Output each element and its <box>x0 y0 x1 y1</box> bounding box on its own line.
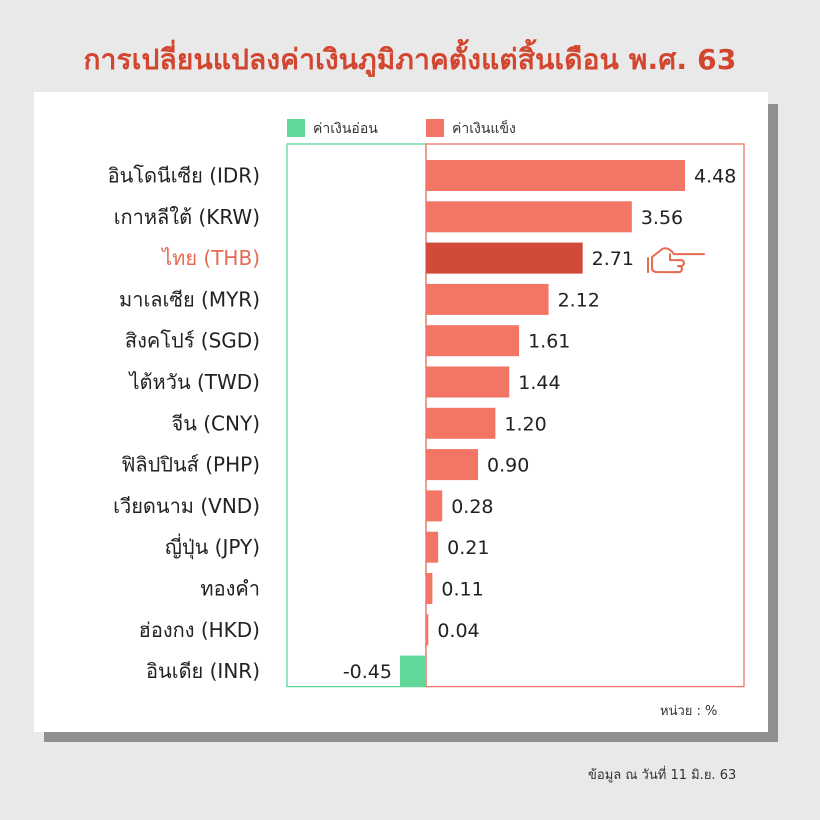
category-label: ฟิลิปปินส์ (PHP) <box>121 453 260 477</box>
category-label: ทองคำ <box>200 577 260 601</box>
category-label: ฮ่องกง (HKD) <box>139 618 260 642</box>
category-label: อินโดนีเซีย (IDR) <box>108 164 260 188</box>
bar <box>426 160 685 191</box>
legend-label: ค่าเงินอ่อน <box>313 121 378 137</box>
category-label: อินเดีย (INR) <box>146 659 260 683</box>
value-label: 0.11 <box>441 579 483 601</box>
category-label: ญี่ปุ่น (JPY) <box>165 533 260 560</box>
value-label: 2.71 <box>592 248 634 270</box>
bar <box>426 490 443 522</box>
category-label: สิงคโปร์ (SGD) <box>125 329 260 353</box>
legend-swatch <box>426 119 444 137</box>
bar <box>426 614 429 646</box>
chart-card <box>34 92 768 732</box>
bar <box>426 531 439 563</box>
bar <box>426 201 632 233</box>
value-label: 0.28 <box>451 496 493 518</box>
category-label: เวียดนาม (VND) <box>113 494 260 518</box>
value-label: 3.56 <box>641 207 683 229</box>
legend-swatch <box>287 119 305 137</box>
category-label: จีน (CNY) <box>172 411 261 435</box>
bar <box>426 449 479 481</box>
bar <box>426 242 583 274</box>
bar <box>426 573 433 604</box>
value-label: 0.04 <box>437 620 479 642</box>
category-label: มาเลเซีย (MYR) <box>119 287 260 311</box>
value-label: 0.21 <box>447 537 489 559</box>
legend-label: ค่าเงินแข็ง <box>452 119 516 137</box>
bar <box>426 407 496 439</box>
value-label: 2.12 <box>558 289 600 311</box>
bar <box>426 325 520 357</box>
source-note: ข้อมูล ณ วันที่ 11 มิ.ย. 63 <box>588 768 737 783</box>
value-label: 1.61 <box>528 331 570 353</box>
value-label: 4.48 <box>694 166 736 188</box>
category-label: เกาหลีใต้ (KRW) <box>114 205 260 229</box>
pointing-hand-icon <box>647 247 705 274</box>
value-label: 0.90 <box>487 455 529 477</box>
chart-title: การเปลี่ยนแปลงค่าเงินภูมิภาคตั้งแต่สิ้นเ… <box>83 43 737 76</box>
weak-zone-frame <box>286 143 427 688</box>
value-label: -0.45 <box>343 661 392 683</box>
bar <box>426 283 549 315</box>
bar <box>399 655 426 687</box>
category-label: ไทย (THB) <box>160 246 260 270</box>
category-label: ไต้หวัน (TWD) <box>128 370 261 394</box>
bar <box>426 366 510 398</box>
unit-label: หน่วย : % <box>660 704 718 719</box>
value-label: 1.20 <box>504 413 546 435</box>
value-label: 1.44 <box>518 372 560 394</box>
